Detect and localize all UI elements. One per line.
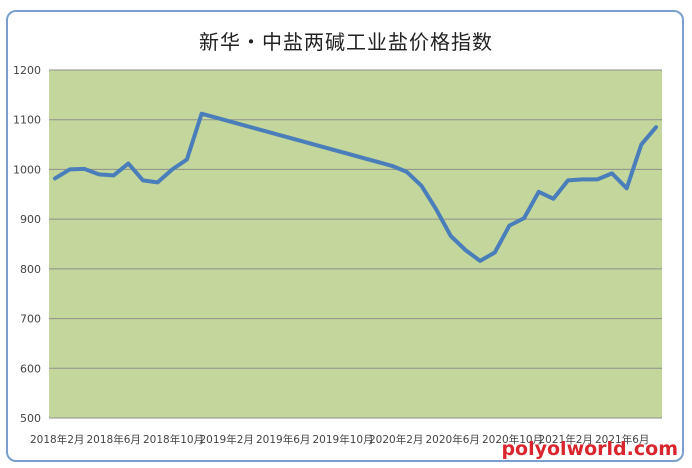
x-tick-label: 2019年2月 [200, 433, 254, 446]
y-tick-label: 800 [20, 263, 41, 276]
y-tick-label: 700 [20, 313, 41, 326]
y-tick-label: 500 [20, 412, 41, 425]
chart-title: 新华・中盐两碱工业盐价格指数 [199, 30, 493, 54]
watermark: polyolworld.com [501, 438, 678, 460]
x-tick-label: 2020年6月 [426, 433, 480, 446]
x-tick-label: 2018年10月 [143, 433, 204, 446]
series-line [53, 111, 658, 263]
x-tick-label: 2018年6月 [87, 433, 141, 446]
x-tick-label: 2020年2月 [369, 433, 423, 446]
x-tick-label: 2018年2月 [30, 433, 84, 446]
plot-area [49, 70, 662, 418]
x-tick-label: 2021年2月 [539, 433, 593, 446]
x-tick-label: 2019年6月 [256, 433, 310, 446]
y-tick-label: 600 [20, 362, 41, 375]
x-tick-label: 2019年10月 [313, 433, 374, 446]
x-tick-label: 2020年10月 [482, 433, 543, 446]
y-tick-label: 1100 [13, 114, 41, 127]
y-tick-label: 1000 [13, 163, 41, 176]
y-tick-label: 900 [20, 213, 41, 226]
x-tick-label: 2021年6月 [595, 433, 649, 446]
y-tick-label: 1200 [13, 64, 41, 77]
